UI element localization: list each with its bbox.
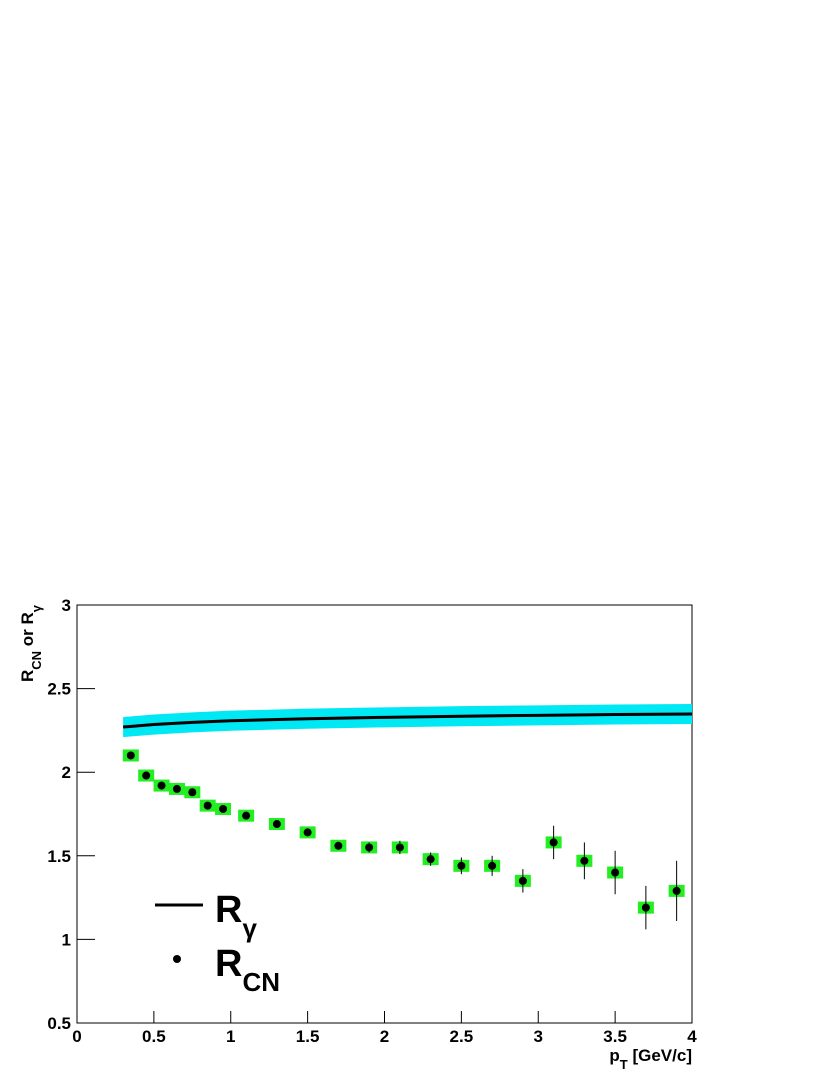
point [611,868,620,877]
x-tick-label: 2 [380,1027,389,1046]
point [549,838,558,847]
point [219,804,228,813]
x-tick-label: 4 [687,1027,697,1046]
point [203,801,212,810]
x-tick-label: 1.5 [296,1027,320,1046]
point [488,861,497,870]
x-tick-label: 2.5 [450,1027,474,1046]
x-tick-label: 0 [72,1027,81,1046]
y-axis-title-part: or R [18,612,37,651]
x-axis-title-part: T [620,1057,628,1072]
point [272,820,281,829]
x-tick-label: 3.5 [603,1027,627,1046]
legend-name: R [215,889,242,931]
plot-frame [76,604,693,1024]
point [580,856,589,865]
point [641,903,650,912]
point [142,771,151,780]
y-tick-label: 3 [62,596,71,615]
legend-name: R [215,943,242,985]
y-axis-title-part: CN [29,651,44,670]
error-band [123,703,692,738]
y-axis-title: RCN or Rγ [18,604,44,682]
x-tick-label: 0.5 [142,1027,166,1046]
x-tick-label: 1 [226,1027,235,1046]
line [123,712,693,729]
y-tick-label: 2 [62,763,71,782]
point [303,828,312,837]
x-tick-label: 3 [534,1027,543,1046]
point [157,781,166,790]
y-tick-label: 1.5 [47,847,71,866]
legend-sub: CN [242,967,280,997]
point [188,788,197,797]
x-axis-title-part: [GeV/c] [628,1046,692,1065]
point [395,843,404,852]
point [457,861,466,870]
point [172,784,181,793]
point [334,841,343,850]
legend-marker [173,955,181,963]
legend-label: RCN [215,943,280,997]
x-axis-title: pT [GeV/c] [609,1046,692,1072]
point [518,876,527,885]
y-tick-label: 0.5 [47,1014,71,1033]
y-axis-title-part: γ [29,604,44,612]
legend-label: Rγ [215,889,257,943]
y-tick-label: 2.5 [47,680,71,699]
y-axis-title-part: R [18,670,37,682]
x-axis-title-part: p [609,1046,619,1065]
point [672,886,681,895]
point [242,811,251,820]
legend-sub: γ [242,913,257,943]
y-tick-label: 1 [62,930,71,949]
point [426,855,435,864]
point [365,843,374,852]
point [126,751,135,760]
